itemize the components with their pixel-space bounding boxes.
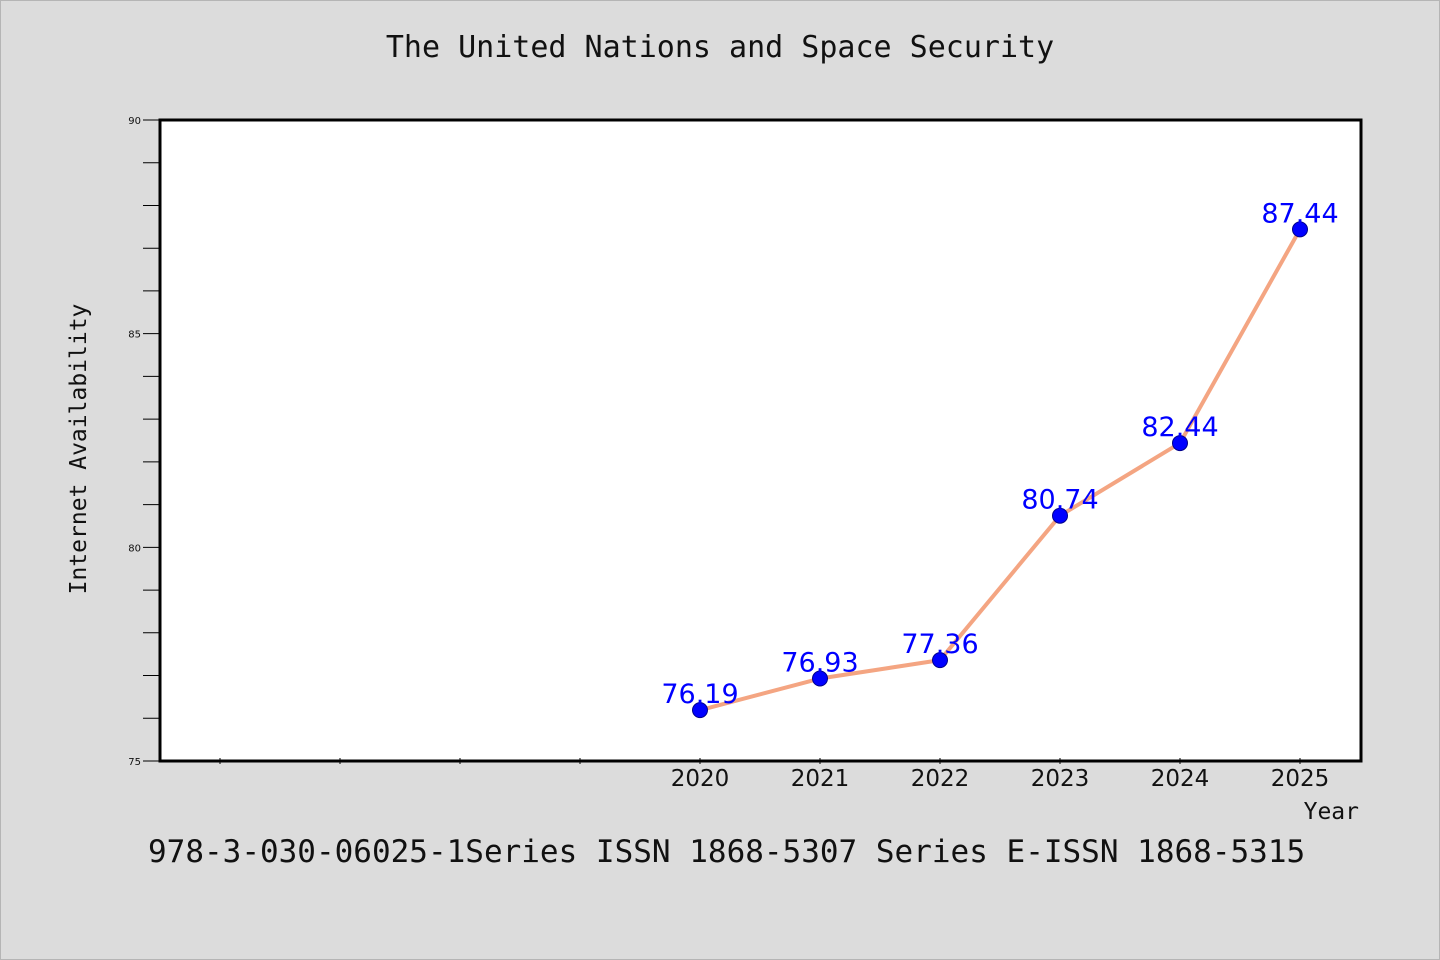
data-label: 77.36 — [901, 629, 978, 660]
data-label: 80.74 — [1021, 485, 1098, 516]
data-label: 76.93 — [781, 648, 858, 679]
series-line — [699, 228, 1302, 713]
y-tick-label: 75 — [128, 757, 141, 768]
x-tick-label: 2022 — [911, 766, 970, 792]
y-tick-label: 85 — [128, 330, 141, 341]
data-label: 82.44 — [1141, 412, 1218, 443]
data-point — [812, 670, 828, 687]
data-labels-layer: 76.19 76.93 77.36 80.74 82.44 87.44 — [661, 198, 1338, 710]
x-axis-title: Year — [1304, 799, 1359, 825]
data-label: 76.19 — [661, 679, 738, 710]
y-axis-title: Internet Availability — [66, 304, 92, 595]
data-label: 87.44 — [1261, 198, 1338, 229]
data-point — [1292, 221, 1308, 238]
x-tick-label: 2020 — [671, 766, 730, 792]
data-point — [1052, 507, 1068, 524]
data-point — [692, 702, 708, 719]
plot-area — [158, 118, 1363, 763]
y-tick-label: 80 — [128, 543, 141, 554]
x-tick-label: 2025 — [1271, 766, 1330, 792]
footer-text: 978-3-030-06025-1Series ISSN 1868-5307 S… — [148, 834, 1306, 870]
y-tick-label: 90 — [128, 116, 141, 127]
x-tick-label: 2024 — [1151, 766, 1210, 792]
x-tick-label: 2023 — [1031, 766, 1090, 792]
x-tick-label: 2021 — [791, 766, 850, 792]
x-axis-ticks: 2020 2021 2022 2023 2024 2025 — [219, 758, 1330, 792]
y-axis-ticks: 75 80 85 90 — [128, 116, 160, 768]
chart-title: The United Nations and Space Security — [385, 30, 1055, 65]
data-point — [1172, 435, 1188, 452]
series-layer — [692, 221, 1308, 719]
data-point — [932, 652, 948, 669]
